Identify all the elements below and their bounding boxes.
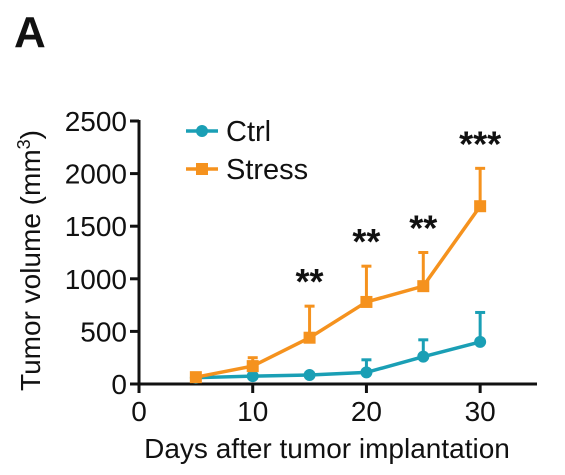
y-ticks: 0 500 1000 1500 2000 2500 xyxy=(65,106,139,400)
y-tick-label: 1000 xyxy=(65,264,127,295)
y-tick-label: 0 xyxy=(111,369,127,400)
data-point xyxy=(417,350,430,363)
significance-marker: ** xyxy=(296,261,324,302)
legend-item-ctrl: Ctrl xyxy=(186,116,271,148)
y-tick-label: 1500 xyxy=(65,211,127,242)
y-tick-label: 2500 xyxy=(65,106,127,137)
annotation-layer: **** ***** xyxy=(296,123,502,302)
data-point xyxy=(360,366,373,379)
data-point xyxy=(474,335,487,348)
series-line xyxy=(195,340,481,380)
panel-label: A xyxy=(14,8,46,57)
data-point xyxy=(246,370,259,383)
x-tick-label: 0 xyxy=(131,396,147,427)
data-point xyxy=(303,369,316,382)
y-tick-label: 2000 xyxy=(65,159,127,190)
series-line xyxy=(195,205,482,379)
data-point xyxy=(189,371,202,384)
x-tick-label: 30 xyxy=(465,396,496,427)
legend: Ctrl Stress xyxy=(186,116,308,186)
series-ctrl xyxy=(189,310,487,384)
y-axis-title: Tumor volume (mm3) xyxy=(14,130,46,391)
x-tick-label: 20 xyxy=(351,396,382,427)
series-stress xyxy=(189,166,487,384)
legend-label: Ctrl xyxy=(226,116,271,148)
significance-marker: *** xyxy=(459,123,501,164)
legend-item-stress: Stress xyxy=(186,154,308,186)
y-axis-title-close: ) xyxy=(15,130,46,139)
data-point xyxy=(303,331,316,344)
data-point xyxy=(360,295,373,308)
axes xyxy=(137,120,537,386)
legend-marker xyxy=(196,125,208,137)
significance-marker: ** xyxy=(352,221,380,262)
y-tick-label: 500 xyxy=(80,316,127,347)
x-tick-label: 10 xyxy=(237,396,268,427)
legend-label: Stress xyxy=(226,154,308,186)
y-axis-title-main: Tumor volume (mm xyxy=(15,149,46,391)
series-layer xyxy=(189,166,487,384)
y-axis-title-superscript: 3 xyxy=(14,139,34,149)
legend-marker xyxy=(196,163,208,175)
data-point xyxy=(246,360,259,373)
significance-marker: ** xyxy=(409,208,437,249)
data-point xyxy=(417,280,430,293)
x-ticks: 0 10 20 30 xyxy=(131,384,496,427)
data-point xyxy=(474,200,487,213)
x-axis-title: Days after tumor implantation xyxy=(144,433,510,464)
